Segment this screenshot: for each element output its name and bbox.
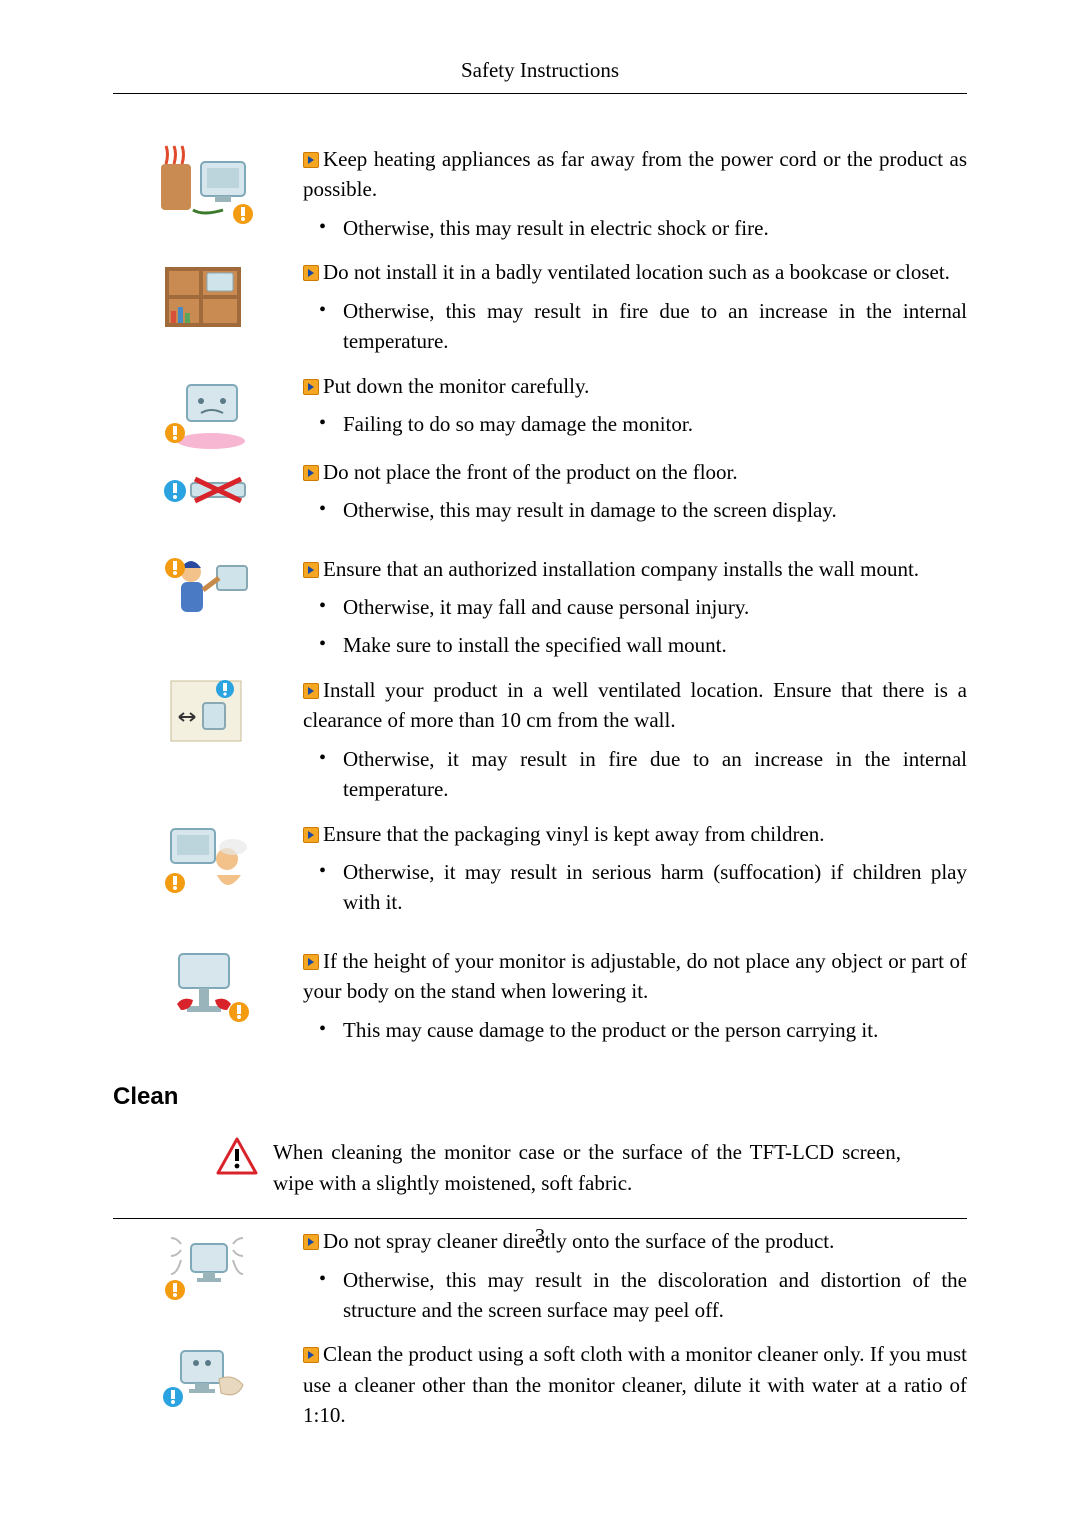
instruction-lead: Ensure that the packaging vinyl is kept … (323, 822, 825, 846)
instruction-sub-list: Failing to do so may damage the monitor. (303, 409, 967, 439)
instruction-icon-cell (113, 675, 303, 755)
footer-rule (113, 1218, 967, 1219)
lead-bullet-icon (303, 1347, 319, 1363)
instruction-sub-list: Otherwise, this may result in damage to … (303, 495, 967, 525)
soft-cloth-icon (161, 1339, 255, 1419)
instruction-lead: Keep heating appliances as far away from… (303, 147, 967, 201)
lead-bullet-icon (303, 827, 319, 843)
instruction-text: Clean the product using a soft cloth wit… (303, 1339, 967, 1430)
instruction-sub-item: This may cause damage to the product or … (303, 1015, 967, 1045)
instruction-lead: Install your product in a well ventilate… (303, 678, 967, 732)
instruction-lead: Ensure that an authorized installation c… (323, 557, 919, 581)
instruction-lead: Put down the monitor carefully. (323, 374, 589, 398)
lead-bullet-icon (303, 954, 319, 970)
installer-wallmount-icon (161, 554, 255, 634)
instruction-sub-list: Otherwise, this may result in electric s… (303, 213, 967, 243)
instruction-text: Ensure that the packaging vinyl is kept … (303, 819, 967, 926)
warning-triangle-icon (213, 1137, 261, 1175)
instruction-row: If the height of your monitor is adjusta… (113, 946, 967, 1053)
instruction-text: Do not place the front of the product on… (303, 457, 967, 534)
put-down-monitor-icon (161, 371, 255, 451)
instruction-sub-item: Otherwise, this may result in fire due t… (303, 296, 967, 357)
instruction-lead: Clean the product using a soft cloth wit… (303, 1342, 967, 1427)
instruction-sub-list: Otherwise, it may fall and cause persona… (303, 592, 967, 661)
instruction-text: Put down the monitor carefully. Failing … (303, 371, 967, 448)
instruction-sub-item: Otherwise, it may result in fire due to … (303, 744, 967, 805)
instruction-icon-cell (113, 144, 303, 224)
instruction-sub-item: Otherwise, this may result in damage to … (303, 495, 967, 525)
instruction-sub-item: Failing to do so may damage the monitor. (303, 409, 967, 439)
instruction-sub-item: Otherwise, this may result in electric s… (303, 213, 967, 243)
lead-bullet-icon (303, 379, 319, 395)
instruction-sub-list: Otherwise, it may result in serious harm… (303, 857, 967, 918)
page-footer: 3 (113, 1218, 967, 1248)
section-heading-clean: Clean (113, 1083, 967, 1111)
lead-bullet-icon (303, 683, 319, 699)
instruction-sub-list: Otherwise, this may result in the discol… (303, 1265, 967, 1326)
instruction-icon-cell (113, 946, 303, 1026)
instruction-text: Do not install it in a badly ventilated … (303, 257, 967, 364)
instruction-lead: Do not place the front of the product on… (323, 460, 738, 484)
instruction-icon-cell (113, 371, 303, 451)
instruction-icon-cell (113, 457, 303, 517)
lead-bullet-icon (303, 152, 319, 168)
instruction-text: Keep heating appliances as far away from… (303, 144, 967, 251)
instruction-row: Do not install it in a badly ventilated … (113, 257, 967, 364)
heater-monitor-icon (161, 144, 255, 224)
instruction-icon-cell (113, 819, 303, 899)
bookcase-monitor-icon (161, 257, 255, 337)
instruction-row: Ensure that the packaging vinyl is kept … (113, 819, 967, 926)
instruction-icon-cell (113, 554, 303, 634)
instruction-sub-item: Otherwise, it may result in serious harm… (303, 857, 967, 918)
lead-bullet-icon (303, 265, 319, 281)
lead-bullet-icon (303, 465, 319, 481)
instruction-lead: If the height of your monitor is adjusta… (303, 949, 967, 1003)
instruction-sub-list: Otherwise, it may result in fire due to … (303, 744, 967, 805)
instruction-sub-item: Otherwise, this may result in the discol… (303, 1265, 967, 1326)
instruction-row: Clean the product using a soft cloth wit… (113, 1339, 967, 1430)
instruction-sub-list: This may cause damage to the product or … (303, 1015, 967, 1045)
page-number: 3 (113, 1225, 967, 1248)
instruction-row: Do not place the front of the product on… (113, 457, 967, 534)
instruction-text: Ensure that an authorized installation c… (303, 554, 967, 669)
face-down-monitor-icon (161, 457, 255, 517)
clearance-wall-icon (161, 675, 255, 755)
instruction-sub-list: Otherwise, this may result in fire due t… (303, 296, 967, 357)
vinyl-child-icon (161, 819, 255, 899)
warning-text: When cleaning the monitor case or the su… (261, 1137, 901, 1198)
lead-bullet-icon (303, 562, 319, 578)
instruction-row: Ensure that an authorized installation c… (113, 554, 967, 669)
instruction-icon-cell (113, 257, 303, 337)
instruction-lead: Do not install it in a badly ventilated … (323, 260, 950, 284)
instruction-row: Put down the monitor carefully. Failing … (113, 371, 967, 451)
warning-row: When cleaning the monitor case or the su… (213, 1137, 967, 1198)
instruction-sub-item: Make sure to install the specified wall … (303, 630, 967, 660)
page-header-title: Safety Instructions (113, 58, 967, 91)
instruction-row: Keep heating appliances as far away from… (113, 144, 967, 251)
adjustable-stand-icon (161, 946, 255, 1026)
instruction-icon-cell (113, 1339, 303, 1419)
instruction-text: If the height of your monitor is adjusta… (303, 946, 967, 1053)
header-rule (113, 93, 967, 94)
instruction-row: Install your product in a well ventilate… (113, 675, 967, 813)
instruction-sub-item: Otherwise, it may fall and cause persona… (303, 592, 967, 622)
instruction-text: Install your product in a well ventilate… (303, 675, 967, 813)
